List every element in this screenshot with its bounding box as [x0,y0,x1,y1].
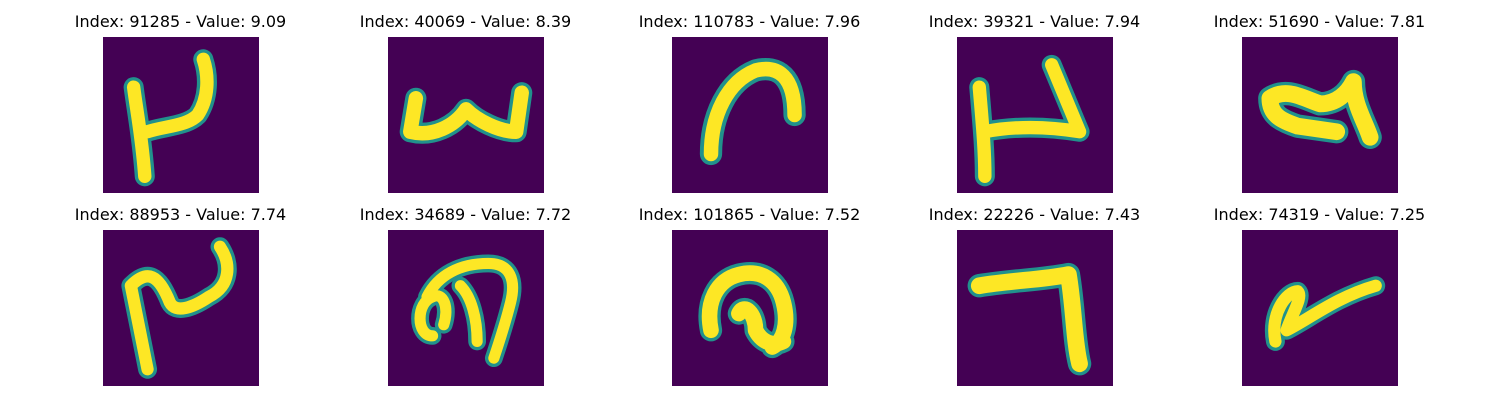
panel-1: Index: 91285 - Value: 9.09 [38,0,323,193]
panel-5: Index: 51690 - Value: 7.81 [1177,0,1462,193]
panel-title: Index: 110783 - Value: 7.96 [638,12,861,31]
digit-glyph-icon [969,54,1090,187]
panel-10: Index: 74319 - Value: 7.25 [1177,193,1462,386]
panel-7: Index: 34689 - Value: 7.72 [323,193,608,386]
panel-6: Index: 88953 - Value: 7.74 [38,193,323,386]
digit-glyph-icon [121,237,237,379]
digit-glyph-icon [399,82,533,144]
digit-image [388,37,544,193]
panel-title: Index: 22226 - Value: 7.43 [928,205,1141,224]
digit-image [388,230,544,386]
panel-3: Index: 110783 - Value: 7.96 [607,0,892,193]
panel-title: Index: 51690 - Value: 7.81 [1213,12,1426,31]
panel-title: Index: 40069 - Value: 8.39 [359,12,572,31]
panel-title: Index: 39321 - Value: 7.94 [928,12,1141,31]
panel-title: Index: 101865 - Value: 7.52 [638,205,861,224]
digit-image [103,230,259,386]
panel-title: Index: 91285 - Value: 9.09 [74,12,287,31]
digit-glyph-icon [411,254,522,368]
digit-glyph-icon [699,58,806,166]
panel-title: Index: 88953 - Value: 7.74 [74,205,287,224]
digit-glyph-icon [1264,276,1386,351]
panel-2: Index: 40069 - Value: 8.39 [323,0,608,193]
digit-image [957,37,1113,193]
panel-4: Index: 39321 - Value: 7.94 [892,0,1177,193]
digit-image [1242,37,1398,193]
digit-image [672,37,828,193]
digit-glyph-icon [1258,69,1382,149]
digit-image [103,37,259,193]
panel-8: Index: 101865 - Value: 7.52 [607,193,892,386]
digit-image [957,230,1113,386]
digit-glyph-icon [698,262,797,359]
panel-title: Index: 34689 - Value: 7.72 [359,205,572,224]
digit-image [1242,230,1398,386]
digit-image [672,230,828,386]
digit-glyph-icon [123,49,217,187]
panel-9: Index: 22226 - Value: 7.43 [892,193,1177,386]
digit-glyph-icon [967,262,1092,376]
panel-title: Index: 74319 - Value: 7.25 [1213,205,1426,224]
